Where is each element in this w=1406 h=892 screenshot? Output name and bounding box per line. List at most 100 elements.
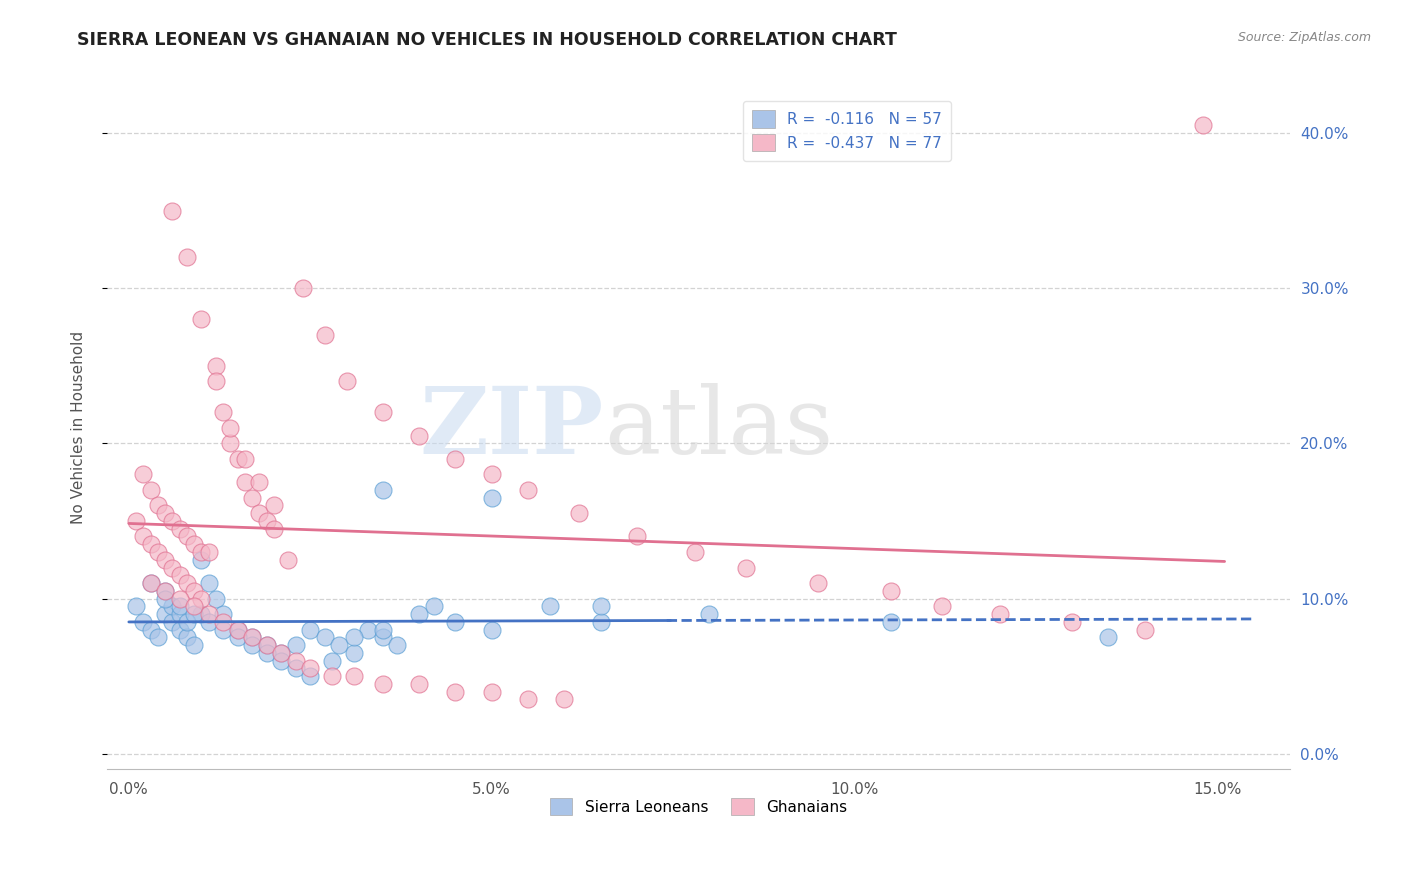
Point: [343, 646, 366, 660]
Point: [240, 631, 263, 645]
Y-axis label: No Vehicles in Household: No Vehicles in Household: [72, 331, 86, 524]
Point: [197, 607, 219, 621]
Point: [626, 529, 648, 543]
Point: [212, 615, 235, 629]
Point: [263, 499, 285, 513]
Point: [146, 499, 169, 513]
Point: [321, 654, 343, 668]
Point: [132, 467, 155, 482]
Point: [197, 615, 219, 629]
Point: [538, 599, 561, 614]
Point: [256, 646, 278, 660]
Text: ZIP: ZIP: [419, 383, 603, 473]
Point: [190, 591, 212, 606]
Point: [481, 623, 503, 637]
Text: SIERRA LEONEAN VS GHANAIAN NO VEHICLES IN HOUSEHOLD CORRELATION CHART: SIERRA LEONEAN VS GHANAIAN NO VEHICLES I…: [77, 31, 897, 49]
Point: [219, 436, 242, 450]
Point: [205, 374, 228, 388]
Point: [481, 684, 503, 698]
Point: [169, 591, 191, 606]
Point: [517, 692, 540, 706]
Point: [444, 451, 467, 466]
Point: [277, 553, 299, 567]
Point: [240, 491, 263, 505]
Point: [284, 638, 307, 652]
Point: [444, 615, 467, 629]
Point: [568, 506, 591, 520]
Point: [176, 615, 198, 629]
Point: [183, 638, 205, 652]
Point: [371, 677, 394, 691]
Point: [240, 631, 263, 645]
Point: [212, 405, 235, 419]
Point: [162, 560, 184, 574]
Point: [387, 638, 409, 652]
Point: [343, 631, 366, 645]
Point: [371, 405, 394, 419]
Point: [589, 615, 612, 629]
Point: [176, 576, 198, 591]
Point: [328, 638, 350, 652]
Point: [139, 576, 162, 591]
Point: [988, 607, 1011, 621]
Point: [153, 506, 176, 520]
Point: [183, 599, 205, 614]
Point: [321, 669, 343, 683]
Point: [880, 615, 903, 629]
Point: [299, 669, 322, 683]
Point: [169, 522, 191, 536]
Point: [408, 428, 430, 442]
Point: [176, 529, 198, 543]
Point: [139, 483, 162, 497]
Point: [226, 623, 249, 637]
Point: [408, 607, 430, 621]
Point: [683, 545, 706, 559]
Point: [371, 623, 394, 637]
Point: [125, 599, 148, 614]
Point: [183, 583, 205, 598]
Point: [197, 576, 219, 591]
Point: [146, 545, 169, 559]
Point: [212, 623, 235, 637]
Point: [517, 483, 540, 497]
Point: [240, 638, 263, 652]
Point: [219, 421, 242, 435]
Text: atlas: atlas: [603, 383, 834, 473]
Point: [176, 250, 198, 264]
Point: [270, 654, 292, 668]
Point: [153, 583, 176, 598]
Point: [197, 545, 219, 559]
Point: [169, 623, 191, 637]
Point: [284, 661, 307, 675]
Point: [256, 514, 278, 528]
Legend: Sierra Leoneans, Ghanaians: Sierra Leoneans, Ghanaians: [541, 790, 855, 823]
Point: [183, 537, 205, 551]
Point: [256, 638, 278, 652]
Point: [699, 607, 721, 621]
Point: [270, 646, 292, 660]
Point: [169, 568, 191, 582]
Point: [589, 599, 612, 614]
Point: [139, 576, 162, 591]
Point: [357, 623, 380, 637]
Point: [1062, 615, 1084, 629]
Point: [299, 623, 322, 637]
Point: [226, 631, 249, 645]
Point: [153, 553, 176, 567]
Point: [422, 599, 444, 614]
Point: [233, 451, 256, 466]
Point: [176, 631, 198, 645]
Point: [162, 599, 184, 614]
Point: [314, 327, 336, 342]
Point: [1133, 623, 1156, 637]
Point: [371, 483, 394, 497]
Point: [481, 467, 503, 482]
Point: [139, 537, 162, 551]
Point: [233, 475, 256, 490]
Point: [444, 684, 467, 698]
Point: [256, 638, 278, 652]
Point: [190, 312, 212, 326]
Point: [139, 623, 162, 637]
Text: Source: ZipAtlas.com: Source: ZipAtlas.com: [1237, 31, 1371, 45]
Point: [408, 677, 430, 691]
